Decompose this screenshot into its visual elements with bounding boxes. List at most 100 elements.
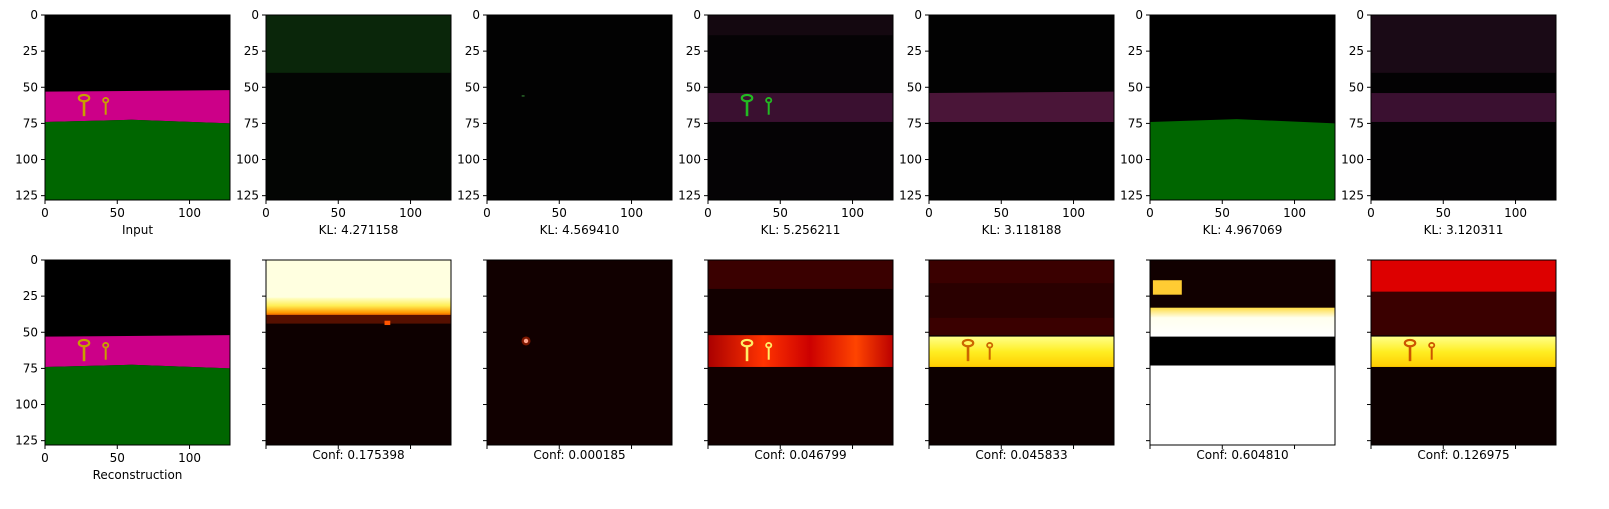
y-tick-label: 75 <box>23 361 38 375</box>
y-tick-label: 75 <box>907 116 922 130</box>
panel-1-5: Conf: 0.604810 <box>1146 259 1336 462</box>
y-tick-label: 0 <box>472 8 480 22</box>
y-tick-label: 125 <box>678 189 701 203</box>
hot-spot <box>384 320 391 326</box>
panel-frame <box>265 259 452 446</box>
faint-top <box>708 15 893 36</box>
panel-frame <box>707 14 894 201</box>
panel-frame <box>1149 14 1336 201</box>
x-tick-label: 100 <box>620 206 643 220</box>
panel-frame <box>1149 259 1336 446</box>
yellow-key-outlines <box>740 338 773 362</box>
y-tick-label: 25 <box>907 44 922 58</box>
panel-label: Conf: 0.604810 <box>1196 448 1288 462</box>
panel-label: Conf: 0.046799 <box>754 448 846 462</box>
orange-key-outlines <box>1403 338 1436 362</box>
purple-band <box>929 91 1114 122</box>
x-tick-label: 100 <box>178 206 201 220</box>
x-tick-label: 100 <box>1062 206 1085 220</box>
x-tick-label: 0 <box>41 451 49 465</box>
x-tick-label: 0 <box>704 206 712 220</box>
y-tick-label: 0 <box>1356 8 1364 22</box>
key-icons <box>77 93 110 117</box>
y-tick-label: 125 <box>236 189 259 203</box>
x-tick-label: 50 <box>1436 206 1451 220</box>
y-tick-label: 25 <box>23 44 38 58</box>
panel-label: Conf: 0.175398 <box>312 448 404 462</box>
y-tick-label: 0 <box>251 8 259 22</box>
panel-frame <box>486 259 673 446</box>
y-tick-label: 125 <box>15 189 38 203</box>
y-tick-label: 75 <box>465 116 480 130</box>
y-tick-label: 50 <box>465 80 480 94</box>
green-ground <box>1150 119 1335 200</box>
panel-label: KL: 4.569410 <box>540 223 620 237</box>
black-gap <box>1150 336 1335 366</box>
panel-0-0: 0 50 100 0 25 50 75 100 125 Input <box>15 8 231 237</box>
hot-patch <box>1152 280 1182 295</box>
y-tick-label: 100 <box>15 153 38 167</box>
y-tick-label: 50 <box>686 80 701 94</box>
key-icons <box>77 338 110 362</box>
yellow-band <box>1371 336 1556 367</box>
panel-1-2: Conf: 0.000185 <box>483 259 673 462</box>
panel-label: KL: 4.967069 <box>1203 223 1283 237</box>
y-tick-label: 25 <box>244 44 259 58</box>
magenta-band <box>45 335 230 369</box>
panel-label: KL: 5.256211 <box>761 223 841 237</box>
x-tick-label: 0 <box>925 206 933 220</box>
faint-green-sky <box>266 15 451 73</box>
y-tick-label: 100 <box>457 153 480 167</box>
dark-strip <box>929 283 1114 318</box>
y-tick-label: 125 <box>1120 189 1143 203</box>
x-tick-label: 0 <box>262 206 270 220</box>
panel-frame <box>1370 259 1557 446</box>
y-tick-label: 75 <box>244 116 259 130</box>
x-tick-label: 0 <box>1367 206 1375 220</box>
y-tick-label: 0 <box>1135 8 1143 22</box>
y-tick-label: 0 <box>30 253 38 267</box>
y-tick-label: 50 <box>244 80 259 94</box>
panel-label: Conf: 0.045833 <box>975 448 1067 462</box>
y-tick-label: 100 <box>236 153 259 167</box>
x-tick-label: 100 <box>841 206 864 220</box>
y-tick-label: 75 <box>1128 116 1143 130</box>
y-tick-label: 75 <box>23 116 38 130</box>
hot-band <box>1150 307 1335 337</box>
panel-1-6: Conf: 0.126975 <box>1367 259 1557 462</box>
x-tick-label: 50 <box>331 206 346 220</box>
dark-red-mid <box>1371 291 1556 336</box>
panel-1-4: Conf: 0.045833 <box>925 259 1115 462</box>
warm-edge <box>266 297 451 318</box>
red-band <box>708 335 893 367</box>
panel-frame <box>707 259 894 446</box>
red-top <box>1371 260 1556 292</box>
panel-0-5: 0 50 100 0 25 50 75 100 125 KL: 4.967069 <box>1120 8 1336 237</box>
panel-1-1: Conf: 0.175398 <box>262 259 452 462</box>
x-tick-label: 50 <box>552 206 567 220</box>
panel-0-2: 0 50 100 0 25 50 75 100 125 KL: 4.569410 <box>457 8 673 237</box>
x-tick-label: 100 <box>1283 206 1306 220</box>
panel-label: Input <box>122 223 153 237</box>
faint-top <box>1371 15 1556 73</box>
dim-top <box>708 260 893 289</box>
panel-0-4: 0 50 100 0 25 50 75 100 125 KL: 3.118188 <box>899 8 1115 237</box>
panel-0-1: 0 50 100 0 25 50 75 100 125 KL: 4.271158 <box>236 8 452 237</box>
y-tick-label: 100 <box>15 398 38 412</box>
green-ground <box>45 364 230 445</box>
panel-frame <box>928 14 1115 201</box>
x-tick-label: 0 <box>483 206 491 220</box>
y-tick-label: 0 <box>30 8 38 22</box>
panel-label: Conf: 0.000185 <box>533 448 625 462</box>
panel-label: KL: 3.118188 <box>982 223 1062 237</box>
hot-dot <box>523 338 529 344</box>
y-tick-label: 0 <box>914 8 922 22</box>
y-tick-label: 50 <box>23 325 38 339</box>
y-tick-label: 125 <box>15 434 38 448</box>
panel-1-3: Conf: 0.046799 <box>704 259 894 462</box>
x-tick-label: 0 <box>41 206 49 220</box>
x-tick-label: 0 <box>1146 206 1154 220</box>
panel-label: Conf: 0.126975 <box>1417 448 1509 462</box>
panel-label: Reconstruction <box>93 468 183 482</box>
